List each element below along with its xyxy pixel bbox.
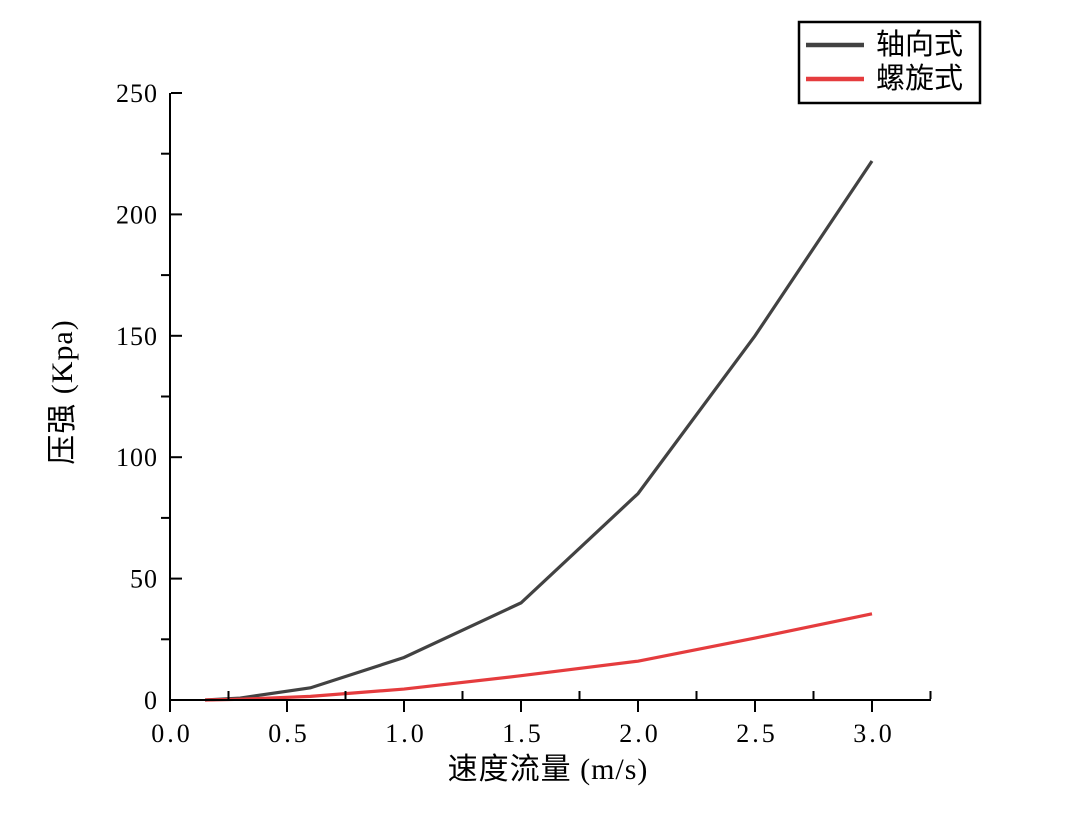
x-tick-label: 0.0	[151, 719, 193, 748]
x-tick-label: 1.5	[502, 719, 544, 748]
x-tick-label: 2.5	[736, 719, 778, 748]
legend-label-spiral: 螺旋式	[876, 62, 963, 95]
y-tick-label: 150	[116, 322, 158, 351]
y-tick-label: 50	[130, 565, 158, 594]
legend-box	[797, 20, 982, 105]
x-tick-label: 0.5	[268, 719, 310, 748]
x-tick-label: 1.0	[385, 719, 427, 748]
legend: 轴向式 螺旋式	[797, 20, 982, 105]
axes	[161, 92, 932, 712]
x-tick-label: 2.0	[619, 719, 661, 748]
y-tick-label: 200	[116, 200, 158, 229]
legend-label-axial: 轴向式	[876, 28, 963, 61]
tick-labels: 0.0 0.5 1.0 1.5 2.0 2.5 3.0 0 50 100 150 200 250	[116, 79, 895, 748]
y-tick-label: 250	[116, 79, 158, 108]
y-tick-label: 0	[144, 686, 158, 715]
x-tick-label: 3.0	[853, 719, 895, 748]
y-tick-label: 100	[116, 443, 158, 472]
plot-series	[205, 160, 874, 702]
series-line-1	[205, 612, 873, 702]
y-axis-title: 压强 (Kpa)	[46, 319, 79, 464]
x-axis-title: 速度流量 (m/s)	[448, 753, 649, 786]
series-line-0	[205, 160, 874, 702]
